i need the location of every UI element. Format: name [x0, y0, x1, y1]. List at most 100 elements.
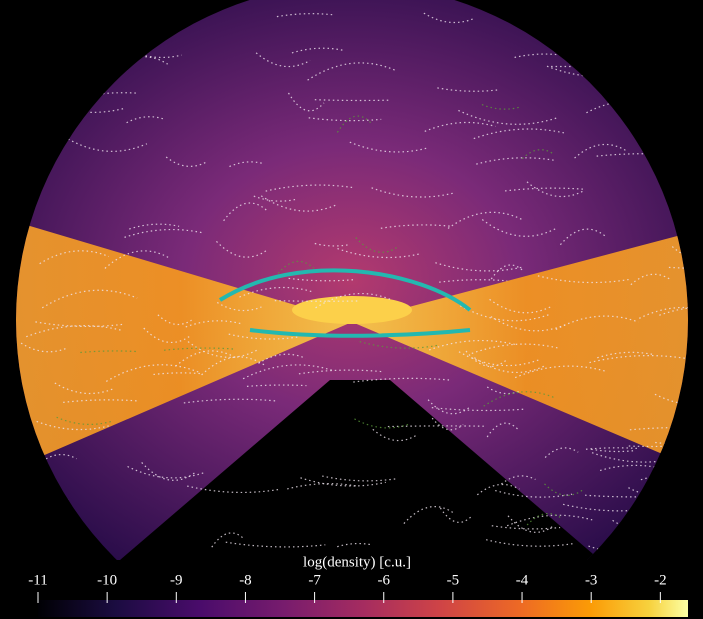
streamline	[476, 483, 520, 496]
streamline	[124, 228, 204, 238]
streamline	[574, 143, 627, 159]
streamline	[485, 539, 576, 547]
streamline	[56, 416, 113, 426]
streamline	[424, 121, 496, 132]
streamline	[353, 377, 450, 383]
streamline	[308, 117, 382, 122]
streamline	[36, 420, 109, 431]
streamline	[258, 353, 306, 364]
streamline	[486, 386, 522, 395]
streamline	[597, 351, 655, 359]
streamline	[471, 343, 560, 354]
streamline	[223, 202, 268, 222]
streamline	[465, 350, 508, 368]
tick-label: -6	[377, 572, 390, 588]
cavity	[120, 380, 600, 560]
streamline	[628, 487, 688, 503]
streamline	[423, 12, 475, 24]
streamline	[255, 52, 311, 68]
streamline	[175, 350, 236, 367]
streamline	[337, 247, 422, 259]
streamline	[507, 515, 556, 533]
streamline	[242, 364, 335, 380]
streamline	[387, 425, 485, 428]
tick-label: -10	[97, 572, 117, 588]
streamline	[39, 250, 110, 265]
tick-label: -7	[308, 572, 321, 588]
tick-label: -5	[447, 572, 460, 588]
density-render	[16, 0, 688, 560]
streamline	[489, 298, 551, 314]
streamline	[349, 141, 430, 153]
streamline	[591, 452, 680, 463]
streamline	[562, 503, 657, 512]
streamline	[483, 391, 556, 407]
streamline	[105, 364, 200, 382]
streamline	[129, 223, 180, 230]
streamline	[599, 464, 659, 472]
streamline	[514, 365, 606, 379]
tick-label: -8	[239, 572, 252, 588]
streamline	[337, 542, 373, 548]
colorbar	[38, 600, 688, 617]
streamline	[544, 447, 579, 458]
streamline	[437, 87, 500, 92]
streamline	[307, 62, 397, 81]
streamline	[211, 532, 245, 548]
tick-label: -2	[654, 572, 667, 588]
streamline	[183, 398, 276, 404]
streamline	[187, 485, 279, 494]
streamline	[229, 161, 265, 168]
colorbar-label: log(density) [c.u.]	[303, 554, 411, 570]
streamline	[591, 448, 636, 453]
streamline	[274, 300, 358, 302]
streamline	[526, 512, 563, 526]
disk-left	[16, 220, 352, 470]
streamline	[201, 356, 265, 376]
streamline	[132, 51, 182, 59]
streamline	[274, 260, 315, 278]
streamline	[559, 228, 606, 246]
streamline	[216, 301, 262, 312]
streamline	[41, 289, 138, 309]
streamline	[239, 286, 313, 298]
streamline	[355, 237, 400, 253]
streamline	[216, 240, 268, 258]
streamline	[458, 351, 541, 367]
streamline	[500, 475, 536, 485]
streamline	[185, 320, 241, 328]
streamline	[287, 92, 325, 112]
field-lines	[218, 268, 472, 338]
streamline	[246, 384, 307, 387]
streamline	[228, 333, 299, 340]
streamline	[431, 407, 525, 412]
streamline	[447, 211, 523, 229]
streamline	[476, 157, 557, 165]
disk-right	[352, 230, 688, 470]
inner-disk	[292, 296, 412, 324]
streamline	[276, 13, 335, 18]
tick-label: -4	[516, 572, 529, 588]
streamline	[504, 187, 586, 192]
streamline	[141, 462, 196, 481]
streamline	[300, 477, 386, 487]
streamline	[537, 275, 629, 284]
streamline	[315, 292, 393, 309]
streamline	[287, 483, 357, 490]
streamline	[322, 475, 397, 482]
streamline	[336, 115, 372, 133]
colorbar-ticks: -11 -10 -9 -8 -7 -6 -5 -4 -3 -2	[28, 572, 667, 603]
streamline	[260, 195, 338, 212]
streamline	[253, 195, 298, 202]
streamline	[26, 325, 123, 338]
streamline	[265, 184, 355, 192]
streamline	[153, 372, 201, 376]
streamline	[473, 128, 566, 140]
streamline	[354, 418, 411, 429]
streamline	[38, 454, 77, 465]
streamline	[474, 357, 546, 373]
streamline	[60, 133, 148, 152]
streamline	[490, 264, 524, 280]
streamline	[143, 327, 191, 344]
